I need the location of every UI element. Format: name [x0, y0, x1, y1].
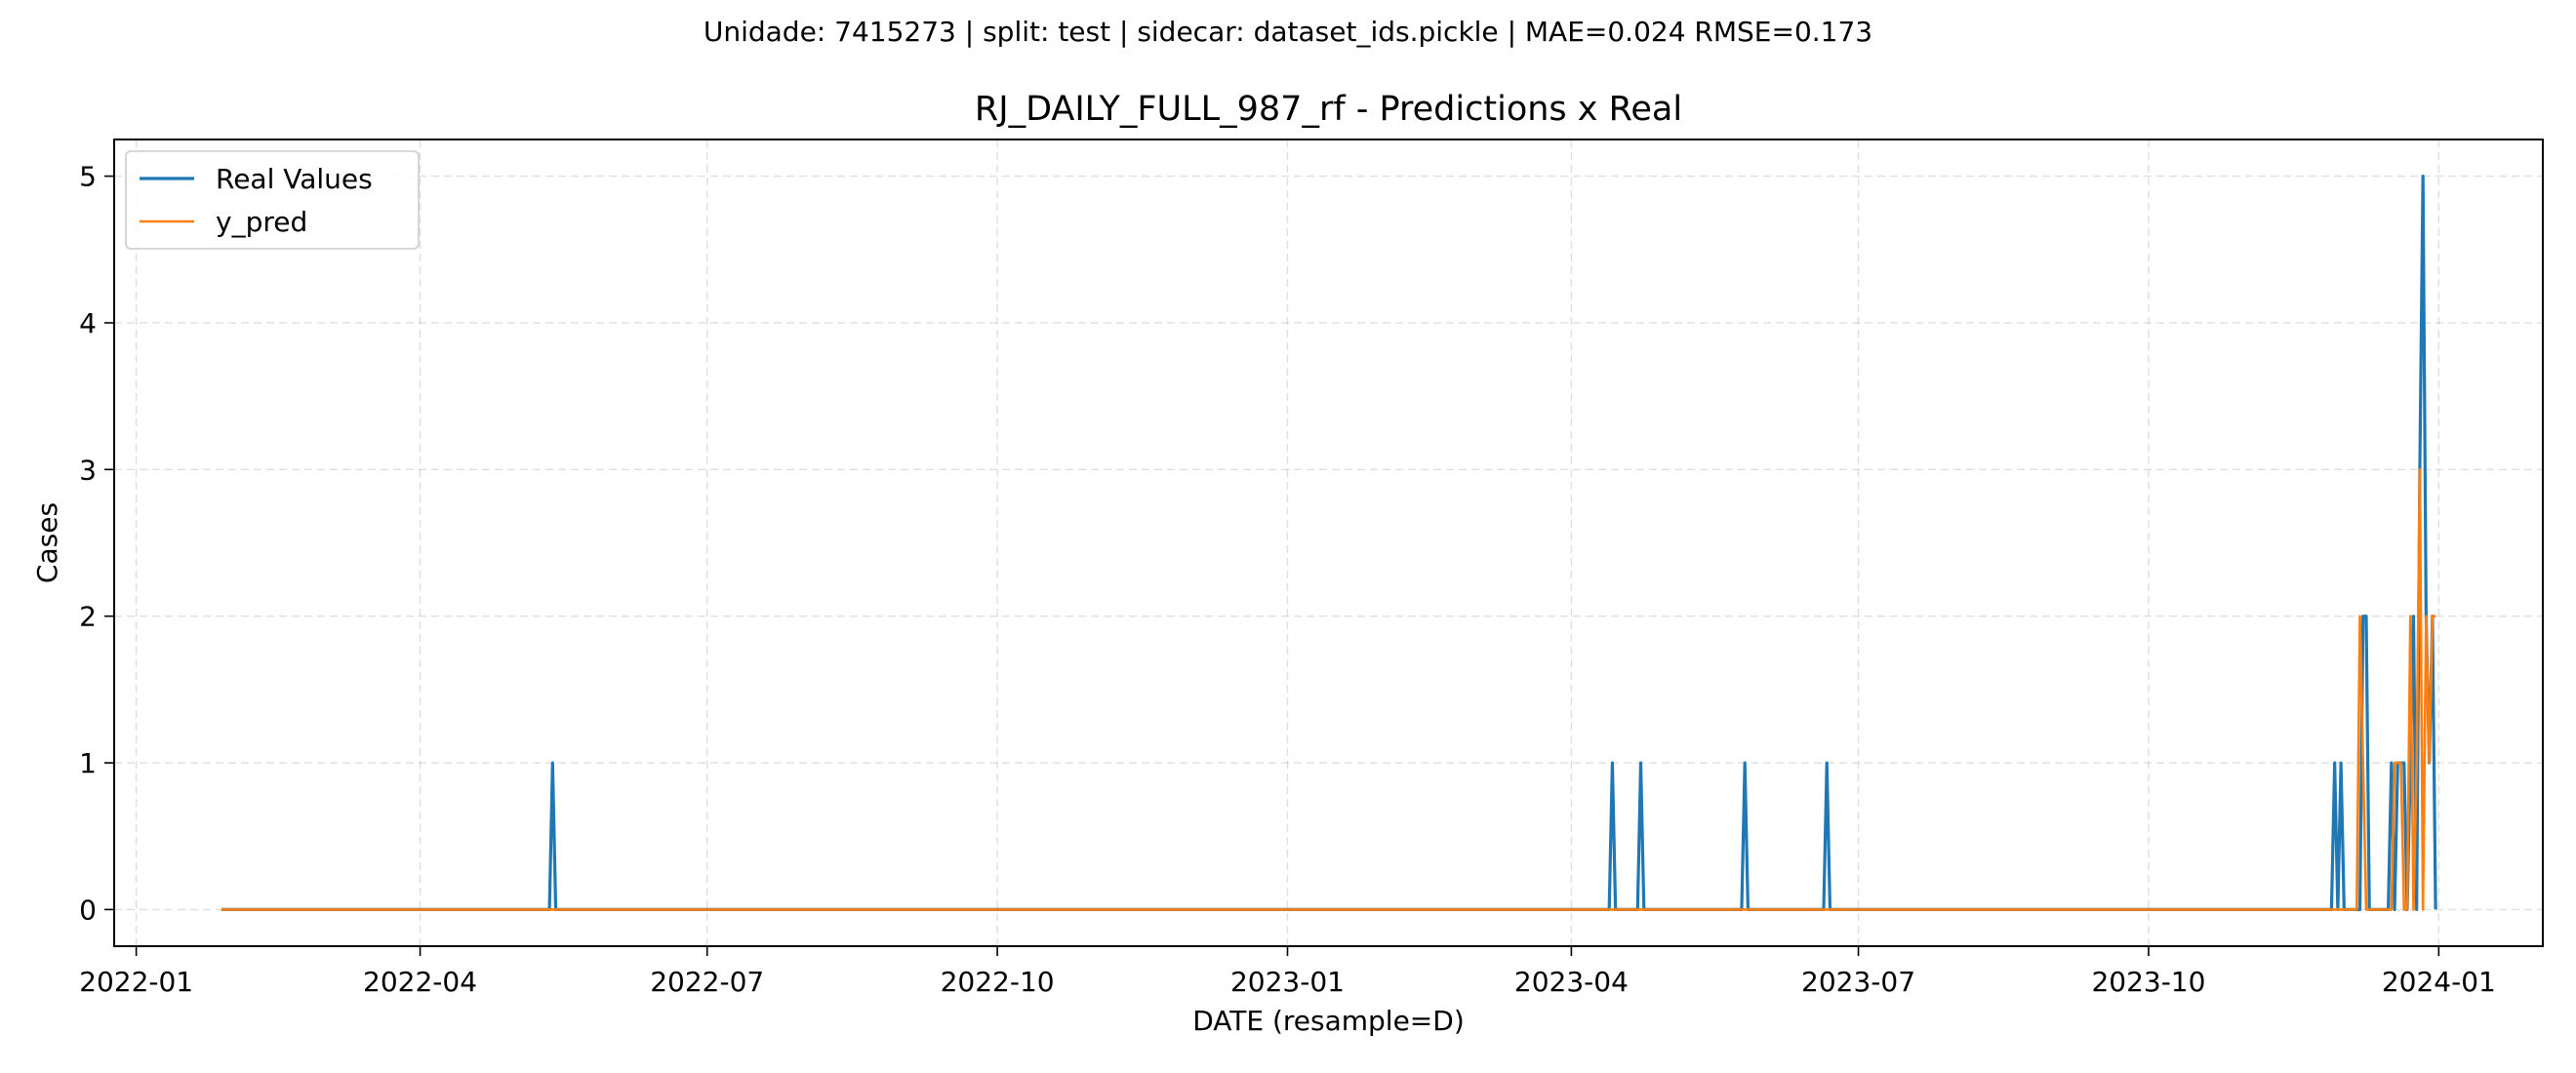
plot-frame — [113, 139, 2544, 947]
series-layer — [221, 174, 2437, 912]
legend-box — [125, 150, 420, 250]
series-line-real-values — [221, 174, 2437, 912]
x-axis-label: DATE (resample=D) — [1192, 1005, 1465, 1037]
y-tick-label: 1 — [79, 747, 97, 779]
x-tick-label: 2023-07 — [1801, 966, 1915, 998]
x-tick-label: 2022-01 — [79, 966, 193, 998]
legend: Real Values y_pred — [125, 150, 420, 250]
x-tick-label: 2023-10 — [2091, 966, 2205, 998]
legend-label: y_pred — [216, 206, 307, 238]
figure-suptitle: Unidade: 7415273 | split: test | sidecar… — [703, 16, 1873, 48]
y-axis: 0 1 2 3 4 5 — [79, 161, 114, 926]
y-tick-label: 0 — [79, 894, 97, 926]
x-tick-label: 2023-01 — [1230, 966, 1345, 998]
y-tick-label: 3 — [79, 454, 97, 486]
x-tick-label: 2024-01 — [2382, 966, 2496, 998]
grid-lines — [114, 139, 2543, 946]
y-axis-label: Cases — [31, 502, 63, 583]
y-tick-label: 5 — [79, 161, 97, 193]
y-tick-label: 2 — [79, 601, 97, 633]
legend-label: Real Values — [216, 163, 373, 195]
x-axis: 2022-01 2022-04 2022-07 2022-10 2023-01 2023-… — [79, 946, 2496, 998]
x-tick-label: 2022-07 — [650, 966, 764, 998]
x-tick-label: 2022-10 — [941, 966, 1055, 998]
series-line-y-pred — [221, 468, 2436, 911]
x-tick-label: 2023-04 — [1514, 966, 1629, 998]
y-tick-label: 4 — [79, 307, 97, 339]
x-tick-label: 2022-04 — [363, 966, 477, 998]
chart-title: RJ_DAILY_FULL_987_rf - Predictions x Rea… — [975, 90, 1682, 129]
